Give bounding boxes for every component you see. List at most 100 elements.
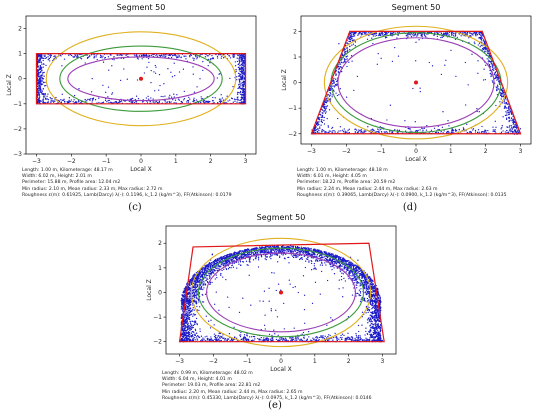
- scatter-point: [335, 80, 338, 83]
- scatter-point: [200, 96, 202, 98]
- chart-title: Segment 50: [257, 213, 306, 222]
- scatter-point: [428, 61, 430, 64]
- scatter-point: [236, 92, 239, 94]
- stats-d-line: Perimeter: 18.22 m, Profile area: 20.59 …: [297, 180, 396, 186]
- scatter-point: [215, 260, 218, 262]
- scatter-point: [320, 124, 322, 126]
- scatter-point: [451, 128, 454, 130]
- scatter-point: [333, 90, 335, 92]
- scatter-point: [379, 126, 381, 128]
- scatter-point: [323, 116, 325, 119]
- scatter-point: [325, 111, 327, 113]
- x-tick-label: 1: [174, 158, 178, 165]
- scatter-point: [108, 101, 110, 104]
- scatter-point: [176, 57, 178, 59]
- scatter-point: [204, 56, 207, 58]
- radius-ellipse: [323, 25, 509, 140]
- scatter-point: [365, 278, 367, 281]
- scatter-point: [342, 131, 345, 133]
- scatter-point: [473, 41, 475, 43]
- scatter-point: [370, 129, 372, 131]
- scatter-point: [512, 119, 515, 121]
- scatter-point: [243, 78, 245, 81]
- scatter-point: [280, 249, 282, 251]
- scatter-point: [377, 289, 379, 291]
- scatter-point: [189, 98, 191, 100]
- scatter-point: [437, 128, 439, 131]
- scatter-point: [474, 129, 477, 132]
- scatter-point: [93, 56, 95, 58]
- scatter-point: [321, 121, 324, 124]
- scatter-point: [118, 101, 120, 104]
- scatter-point: [77, 55, 79, 57]
- scatter-point: [354, 32, 357, 34]
- scatter-point: [350, 261, 352, 264]
- scatter-point: [39, 91, 42, 93]
- scatter-point: [143, 72, 146, 74]
- scatter-point: [170, 96, 173, 98]
- scatter-point: [357, 271, 360, 273]
- scatter-point: [410, 32, 412, 35]
- scatter-point: [227, 268, 230, 270]
- scatter-point: [391, 60, 394, 63]
- scatter-point: [156, 55, 159, 57]
- scatter-point: [218, 98, 221, 100]
- scatter-point: [365, 130, 367, 133]
- scatter-point: [486, 49, 488, 51]
- scatter-point: [236, 79, 238, 81]
- scatter-point: [320, 256, 322, 259]
- scatter-point: [147, 95, 149, 98]
- scatter-point: [329, 93, 332, 95]
- scatter-point: [371, 129, 373, 131]
- scatter-point: [377, 128, 379, 130]
- scatter-point: [482, 40, 485, 42]
- scatter-point: [198, 272, 201, 275]
- scatter-point: [332, 130, 334, 132]
- scatter-point: [480, 34, 482, 37]
- scatter-point: [192, 289, 194, 291]
- scatter-point: [187, 100, 190, 102]
- scatter-point: [349, 40, 351, 43]
- scatter-point: [196, 298, 198, 300]
- scatter-point: [508, 108, 510, 110]
- scatter-point: [131, 97, 134, 100]
- scatter-point: [194, 279, 196, 282]
- scatter-point: [493, 130, 495, 132]
- scatter-point: [241, 101, 243, 103]
- scatter-point: [242, 97, 244, 99]
- scatter-point: [178, 71, 181, 73]
- scatter-point: [264, 250, 266, 252]
- scatter-point: [266, 255, 268, 258]
- scatter-point: [236, 57, 238, 59]
- chart-title: Segment 50: [392, 3, 441, 12]
- scatter-point: [39, 77, 41, 79]
- scatter-point: [177, 98, 180, 100]
- scatter-point: [351, 32, 353, 34]
- scatter-point: [333, 86, 336, 88]
- scatter-point: [500, 128, 502, 130]
- scatter-point: [352, 268, 355, 270]
- x-tick-label: 1: [449, 148, 453, 155]
- scatter-point: [108, 69, 110, 71]
- scatter-point: [178, 56, 180, 58]
- scatter-point: [123, 57, 125, 60]
- stats-c-line: Perimeter: 15.88 m, Profile area: 12.04 …: [22, 180, 121, 186]
- scatter-point: [298, 250, 300, 252]
- scatter-point: [222, 261, 224, 264]
- scatter-point: [511, 113, 513, 115]
- scatter-point: [359, 300, 362, 303]
- scatter-point: [239, 99, 242, 101]
- scatter-point: [344, 48, 346, 51]
- scatter-point: [514, 126, 516, 128]
- scatter-point: [396, 131, 398, 133]
- scatter-point: [325, 100, 328, 102]
- scatter-point: [45, 102, 47, 104]
- scatter-point: [420, 33, 423, 36]
- scatter-point: [89, 99, 91, 101]
- scatter-point: [455, 75, 457, 78]
- scatter-point: [493, 67, 495, 70]
- scatter-point: [494, 120, 496, 122]
- scatter-point: [274, 253, 276, 255]
- scatter-point: [163, 55, 165, 57]
